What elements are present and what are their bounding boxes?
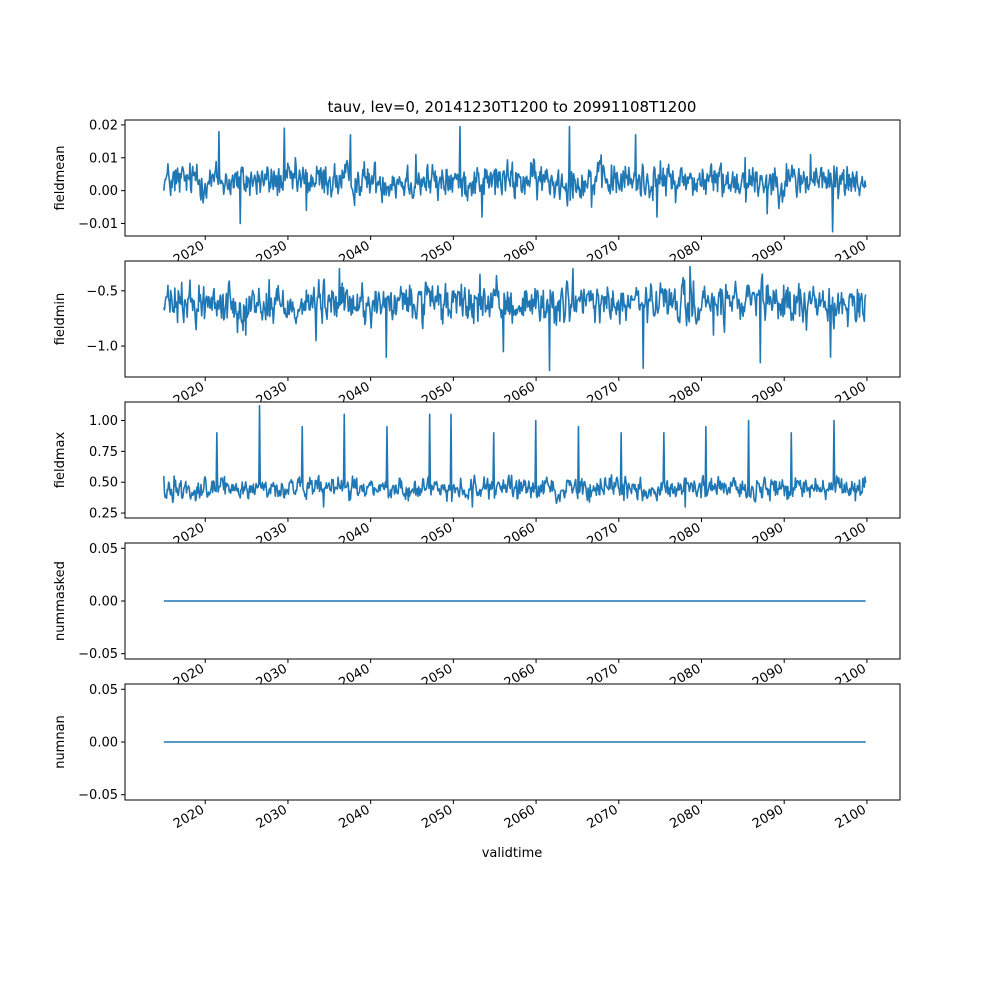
y-tick-label: −0.05: [78, 647, 118, 662]
y-tick-label: 0.25: [89, 507, 118, 522]
axes-frame: [124, 260, 901, 378]
axes-frame: [124, 401, 901, 519]
figure-title: tauv, lev=0, 20141230T1200 to 20991108T1…: [328, 98, 697, 116]
y-tick-label: 0.00: [89, 595, 118, 610]
y-tick-label: 0.00: [89, 184, 118, 199]
y-axis-label: numnan: [53, 715, 68, 769]
y-tick-label: 0.50: [89, 476, 118, 491]
y-tick-label: −0.01: [78, 217, 118, 232]
series-line-fieldmean: [162, 125, 867, 233]
y-tick-label: 1.00: [89, 414, 118, 429]
series-line-fieldmax: [162, 404, 867, 508]
y-tick-label: −1.0: [86, 340, 118, 355]
y-tick-label: −0.05: [78, 788, 118, 803]
y-tick-label: 0.02: [89, 118, 118, 133]
y-tick-label: 0.75: [89, 445, 118, 460]
y-tick-label: 0.00: [89, 736, 118, 751]
y-tick-label: −0.5: [86, 284, 118, 299]
y-axis-label: fieldmax: [53, 432, 68, 489]
x-axis-label: validtime: [482, 846, 543, 861]
series-line-fieldmin: [163, 265, 867, 372]
axes-background: [125, 402, 900, 518]
y-tick-label: 0.05: [89, 542, 118, 557]
y-axis-label: nummasked: [53, 561, 68, 641]
y-axis-label: fieldmin: [53, 293, 68, 346]
axes-frame: [124, 119, 901, 237]
y-tick-label: 0.01: [89, 151, 118, 166]
y-tick-label: 0.05: [89, 683, 118, 698]
y-axis-label: fieldmean: [53, 146, 68, 211]
